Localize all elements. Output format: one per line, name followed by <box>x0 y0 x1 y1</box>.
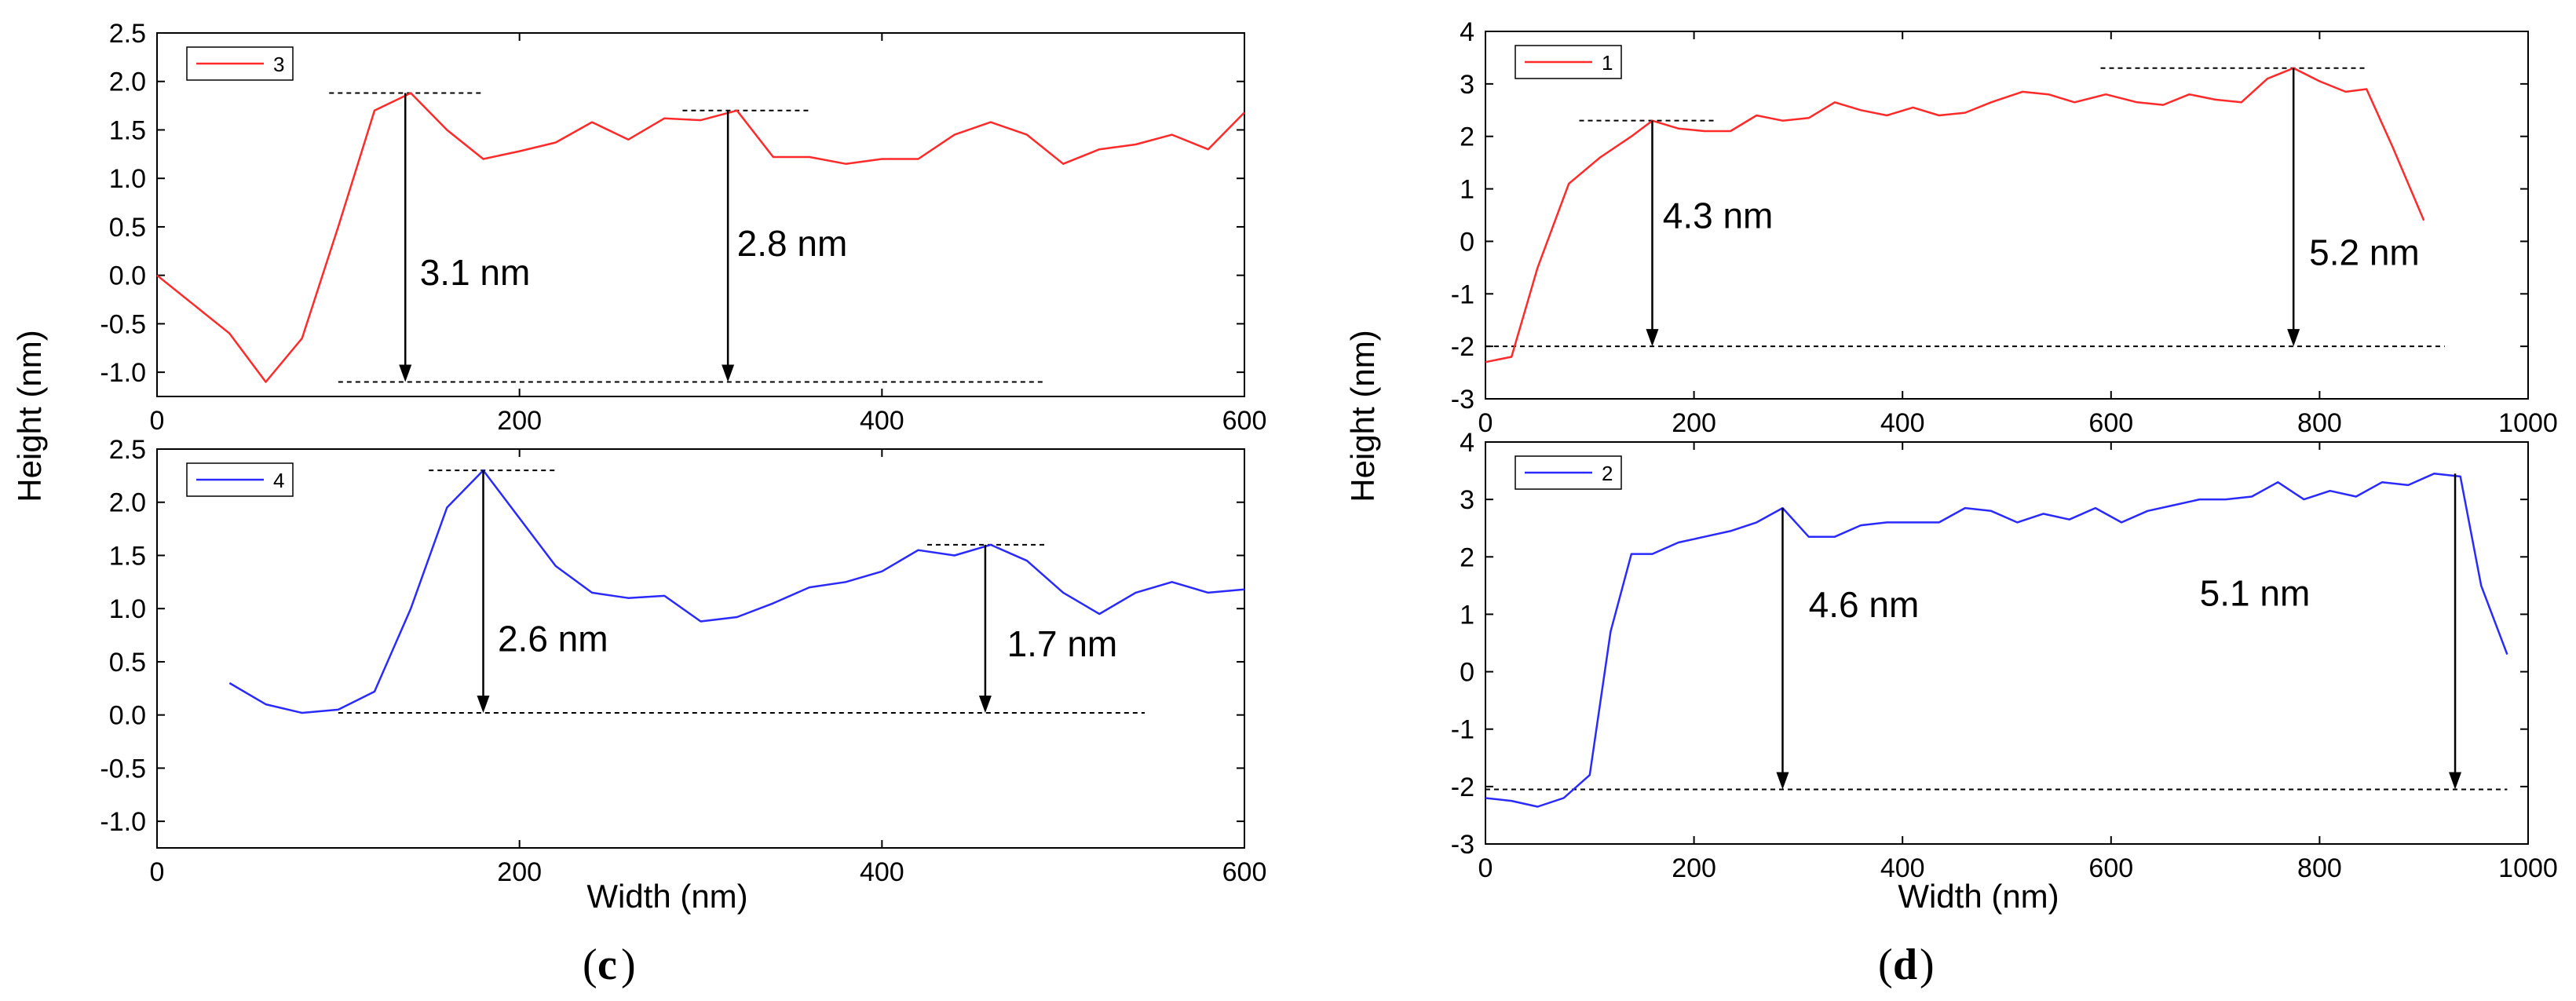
y-axis-label-d: Height (nm) <box>1344 330 1381 502</box>
y-tick-label: 3 <box>1460 70 1474 100</box>
legend-label: 2 <box>1602 462 1613 485</box>
caption-d: d <box>1893 941 1917 989</box>
legend-label: 3 <box>273 53 284 76</box>
series-line-1 <box>1485 67 2425 364</box>
caption-c: c <box>597 941 617 989</box>
x-tick-label: 0 <box>150 406 165 436</box>
x-tick-label: 400 <box>860 857 904 887</box>
plot-d-bottom: 0 200 400 600 800 1000 -3 -2 -1 0 1 2 3 4 2 4.6 nm 5.1 n… <box>1451 428 2558 883</box>
x-tick-label: 0 <box>1478 853 1493 883</box>
arrow-head <box>2287 329 2300 347</box>
x-tick-label: 200 <box>1672 408 1716 438</box>
height-annotation: 5.1 nm <box>2200 572 2311 613</box>
y-tick-label: -3 <box>1451 385 1474 415</box>
x-tick-label: 0 <box>1478 408 1493 438</box>
y-tick-label: 2.0 <box>109 488 146 518</box>
x-tick-label: 200 <box>497 857 542 887</box>
y-tick-label: 1.0 <box>109 594 146 624</box>
arrow-head <box>722 364 735 382</box>
plot-frame <box>156 448 1245 849</box>
y-tick-label: -2 <box>1451 773 1474 802</box>
x-axis-label-c: Width (nm) <box>586 878 747 915</box>
arrow-head <box>1646 329 1659 347</box>
y-tick-label: 1.0 <box>109 164 146 194</box>
arrow-head <box>399 364 412 382</box>
plot-frame <box>1485 441 2529 845</box>
y-tick-label: -1 <box>1451 279 1474 309</box>
x-tick-label: 1000 <box>2498 408 2558 438</box>
y-tick-label: -1 <box>1451 715 1474 745</box>
legend-label: 1 <box>1602 51 1613 75</box>
y-tick-label: -1.0 <box>100 358 146 388</box>
y-tick-label: 2 <box>1460 543 1474 572</box>
y-tick-label: -0.5 <box>100 309 146 339</box>
y-tick-label: 1 <box>1460 175 1474 205</box>
y-tick-label: 2.5 <box>109 19 146 49</box>
height-annotation: 5.2 nm <box>2309 232 2420 273</box>
y-tick-label: 1.5 <box>109 115 146 145</box>
height-annotation: 1.7 nm <box>1007 623 1118 664</box>
y-tick-label: 0.0 <box>109 701 146 731</box>
y-tick-label: 0 <box>1460 227 1474 257</box>
y-tick-label: 4 <box>1460 428 1474 458</box>
y-tick-label: 0.5 <box>109 648 146 678</box>
height-annotation: 4.3 nm <box>1663 195 1774 236</box>
y-tick-label: 2.5 <box>109 435 146 465</box>
x-axis-label-d: Width (nm) <box>1898 878 2059 915</box>
series-line-2 <box>1485 472 2508 808</box>
x-tick-label: 800 <box>2297 408 2342 438</box>
height-annotation: 2.8 nm <box>737 223 848 264</box>
y-axis-label-c: Height (nm) <box>11 330 48 502</box>
plot-d-top: 0 200 400 600 800 1000 -3 -2 -1 0 1 2 3 4 1 4.3 nm 5.2 n… <box>1451 17 2558 438</box>
caption-c-close: ) <box>621 941 636 989</box>
y-tick-label: -1.0 <box>100 807 146 837</box>
x-tick-label: 600 <box>1222 857 1267 887</box>
x-tick-label: 0 <box>150 857 165 887</box>
y-tick-label: 3 <box>1460 485 1474 515</box>
x-tick-label: 600 <box>2088 853 2133 883</box>
y-tick-label: 2 <box>1460 122 1474 152</box>
x-tick-label: 400 <box>1880 853 1925 883</box>
y-tick-label: 1 <box>1460 600 1474 630</box>
x-tick-label: 200 <box>497 406 542 436</box>
x-tick-label: 600 <box>2088 408 2133 438</box>
y-tick-label: 4 <box>1460 17 1474 47</box>
series-line-3 <box>156 92 1245 383</box>
plot-frame <box>1485 31 2529 400</box>
plot-c-bottom: 0 200 400 600 -1.0 -0.5 0.0 0.5 1.0 1.5 2.0 2.5 4 2.6… <box>100 435 1266 887</box>
y-tick-label: 0.0 <box>109 261 146 291</box>
y-tick-label: 0 <box>1460 658 1474 688</box>
y-tick-label: -2 <box>1451 332 1474 362</box>
caption-d-open: ( <box>1878 941 1893 989</box>
x-tick-label: 800 <box>2297 853 2342 883</box>
y-tick-label: 0.5 <box>109 213 146 243</box>
height-annotation: 2.6 nm <box>498 618 608 659</box>
x-tick-label: 400 <box>1880 408 1925 438</box>
height-annotation: 4.6 nm <box>1809 584 1920 625</box>
arrow-head <box>2449 772 2462 790</box>
plot-c-top: 0 200 400 600 -1.0 -0.5 0.0 0.5 1.0 1.5 2.0 2.5 3 3.1… <box>100 19 1266 436</box>
caption-d-close: ) <box>1920 941 1935 989</box>
y-tick-label: -0.5 <box>100 754 146 784</box>
series-line-4 <box>228 469 1245 714</box>
x-tick-label: 1000 <box>2498 853 2558 883</box>
y-tick-label: 2.0 <box>109 68 146 97</box>
arrow-head <box>978 695 992 713</box>
legend-label: 4 <box>273 469 284 492</box>
arrow-head <box>477 695 490 713</box>
caption-c-open: ( <box>583 941 597 989</box>
x-tick-label: 400 <box>860 406 904 436</box>
plot-frame <box>156 32 1245 397</box>
height-annotation: 3.1 nm <box>420 252 531 293</box>
y-tick-label: 1.5 <box>109 541 146 571</box>
y-tick-label: -3 <box>1451 830 1474 860</box>
arrow-head <box>1776 772 1789 790</box>
x-tick-label: 200 <box>1672 853 1716 883</box>
x-tick-label: 600 <box>1222 406 1267 436</box>
